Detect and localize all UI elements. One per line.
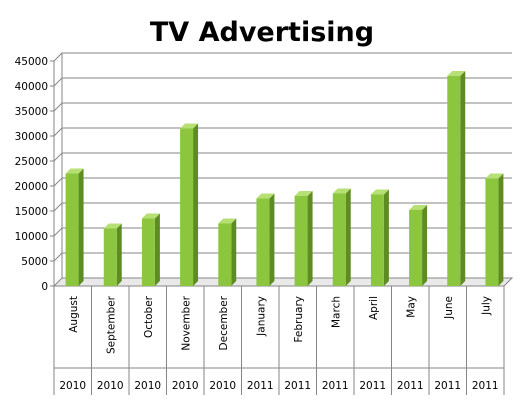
x-category-label: October bbox=[143, 295, 155, 338]
y-tick-label: 5000 bbox=[21, 256, 48, 268]
bar bbox=[294, 191, 313, 286]
bar-top bbox=[180, 123, 199, 129]
y-tick-label: 20000 bbox=[15, 181, 48, 193]
bar bbox=[332, 188, 351, 286]
x-category-label: January bbox=[255, 296, 267, 337]
y-tick-label: 30000 bbox=[15, 131, 48, 143]
bar-side bbox=[154, 213, 160, 286]
bar-top bbox=[447, 71, 466, 76]
bar-front bbox=[65, 173, 79, 286]
bar-side bbox=[498, 173, 504, 286]
grid-layer bbox=[53, 52, 512, 262]
bar-top bbox=[218, 218, 237, 224]
x-category-label: November bbox=[180, 295, 192, 350]
x-year-label: 2011 bbox=[359, 380, 386, 392]
bar-side bbox=[269, 193, 275, 286]
gridline bbox=[53, 202, 512, 212]
bar-front bbox=[485, 178, 499, 286]
gridline bbox=[53, 227, 512, 237]
x-category-label: July bbox=[480, 296, 492, 316]
chart-floor bbox=[52, 277, 514, 287]
bar-side bbox=[383, 189, 389, 286]
bar-front bbox=[370, 194, 384, 286]
x-category-label: September bbox=[105, 295, 117, 354]
bar-side bbox=[460, 71, 466, 286]
bar-top bbox=[141, 213, 160, 219]
bar-front bbox=[447, 76, 461, 286]
bar-top bbox=[294, 191, 313, 196]
y-tick-label: 35000 bbox=[15, 106, 48, 118]
bar-side bbox=[345, 188, 351, 286]
bar-side bbox=[116, 223, 122, 286]
x-category-label: February bbox=[293, 296, 305, 343]
bar-top bbox=[409, 205, 428, 210]
bar-front bbox=[141, 218, 155, 286]
x-year-label: 2011 bbox=[397, 380, 424, 392]
bar-top bbox=[103, 223, 122, 229]
x-category-label: April bbox=[368, 296, 380, 320]
bar-front bbox=[294, 196, 308, 286]
bar bbox=[65, 168, 84, 286]
x-year-label: 2011 bbox=[247, 380, 274, 392]
chart-title: TV Advertising bbox=[150, 17, 374, 48]
bar bbox=[370, 189, 389, 286]
x-year-label: 2011 bbox=[284, 380, 311, 392]
x-year-label: 2010 bbox=[209, 380, 236, 392]
bar-top bbox=[485, 173, 504, 179]
x-year-label: 2011 bbox=[472, 380, 499, 392]
x-category-label: May bbox=[405, 296, 417, 318]
bar-front bbox=[256, 198, 270, 286]
bar bbox=[103, 223, 122, 286]
bar-side bbox=[78, 168, 84, 286]
x-year-label: 2010 bbox=[134, 380, 161, 392]
bar bbox=[485, 173, 504, 286]
x-year-label: 2010 bbox=[172, 380, 199, 392]
bar bbox=[180, 123, 199, 286]
gridline bbox=[53, 252, 512, 262]
x-category-label: March bbox=[330, 296, 342, 328]
bar bbox=[141, 213, 160, 286]
bar-front bbox=[409, 210, 423, 286]
bar-side bbox=[422, 205, 428, 286]
bar bbox=[409, 205, 428, 286]
bar bbox=[256, 193, 275, 286]
gridline bbox=[53, 77, 512, 87]
x-year-label: 2011 bbox=[434, 380, 461, 392]
x-year-label: 2010 bbox=[59, 380, 86, 392]
bar bbox=[218, 218, 237, 286]
bar-side bbox=[231, 218, 237, 286]
x-category-label: August bbox=[68, 296, 80, 333]
bar-top bbox=[332, 188, 351, 194]
y-tick-label: 10000 bbox=[15, 231, 48, 243]
bar-top bbox=[65, 168, 84, 174]
x-category-label: June bbox=[443, 296, 455, 320]
gridline bbox=[53, 152, 512, 162]
bar-front bbox=[332, 193, 346, 286]
bar-front bbox=[180, 128, 194, 286]
y-tick-label: 0 bbox=[41, 281, 48, 293]
bar-front bbox=[218, 223, 232, 286]
bar-top bbox=[370, 189, 389, 195]
gridline bbox=[53, 52, 512, 62]
gridline bbox=[53, 177, 512, 187]
x-category-label: December bbox=[218, 295, 230, 350]
label-layer: 0 5000 10000 15000 20000 25000 30000 35000 40000… bbox=[15, 56, 499, 392]
bar bbox=[447, 71, 466, 286]
y-tick-label: 25000 bbox=[15, 156, 48, 168]
x-year-label: 2010 bbox=[97, 380, 124, 392]
bar-side bbox=[193, 123, 199, 286]
bar-layer bbox=[65, 71, 504, 286]
axis-layer bbox=[50, 53, 514, 395]
y-tick-label: 45000 bbox=[15, 56, 48, 68]
gridline bbox=[53, 127, 512, 137]
x-year-label: 2011 bbox=[322, 380, 349, 392]
bar-side bbox=[307, 191, 313, 286]
bar-top bbox=[256, 193, 275, 199]
bar-front bbox=[103, 228, 117, 286]
y-tick-label: 15000 bbox=[15, 206, 48, 218]
y-tick-label: 40000 bbox=[15, 81, 48, 93]
gridline bbox=[53, 102, 512, 112]
